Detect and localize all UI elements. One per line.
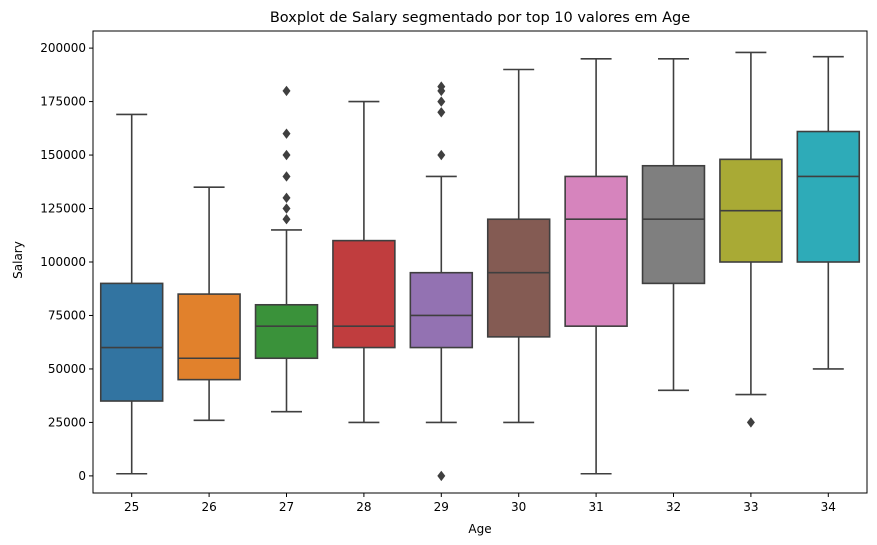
x-tick-label: 28 [356, 500, 371, 514]
box-group-28 [332, 100, 396, 424]
box-group-27 [254, 85, 319, 413]
x-tick-label: 32 [666, 500, 681, 514]
box-25 [99, 282, 164, 402]
box-group-26 [177, 186, 241, 422]
box-29 [409, 271, 474, 349]
x-tick-label: 27 [279, 500, 294, 514]
x-tick-label: 34 [821, 500, 836, 514]
outlier-point [282, 192, 291, 204]
box-group-33 [719, 51, 783, 428]
box-30 [486, 218, 551, 338]
box-group-32 [641, 58, 706, 392]
outlier-point [282, 214, 291, 225]
x-tick-label: 30 [511, 500, 526, 514]
outlier-point [437, 470, 446, 482]
box-32 [641, 164, 706, 285]
outlier-point [437, 107, 446, 118]
y-tick-label: 75000 [48, 308, 86, 322]
y-tick-label: 50000 [48, 362, 86, 376]
outlier-point [282, 128, 291, 139]
y-tick-label: 25000 [48, 415, 86, 429]
plot-area [99, 51, 861, 482]
box-group-29 [409, 81, 474, 482]
box-group-34 [796, 55, 861, 370]
x-tick-label: 26 [201, 500, 216, 514]
outlier-point [282, 171, 291, 182]
outlier-point [282, 149, 291, 161]
outlier-point [437, 81, 446, 92]
x-tick-label: 31 [588, 500, 603, 514]
box-34 [796, 130, 861, 263]
outlier-point [282, 203, 291, 214]
outlier-point [746, 417, 755, 428]
y-tick-label: 200000 [40, 41, 86, 55]
y-axis-label: Salary [11, 241, 25, 279]
outlier-point [437, 96, 446, 107]
x-tick-label: 29 [434, 500, 449, 514]
y-tick-label: 150000 [40, 148, 86, 162]
y-tick-label: 175000 [40, 95, 86, 109]
y-tick-label: 100000 [40, 255, 86, 269]
box-group-31 [564, 58, 628, 475]
outlier-point [282, 85, 291, 97]
chart-title: Boxplot de Salary segmentado por top 10 … [270, 10, 690, 26]
x-tick-label: 33 [743, 500, 758, 514]
box-group-25 [99, 113, 164, 475]
box-group-30 [486, 68, 551, 424]
y-tick-label: 0 [78, 469, 86, 483]
box-31 [564, 175, 628, 327]
box-26 [177, 293, 241, 381]
x-tick-label: 25 [124, 500, 139, 514]
x-axis-label: Age [468, 522, 491, 536]
outlier-point [437, 149, 446, 161]
box-27 [254, 303, 319, 360]
y-tick-label: 125000 [40, 202, 86, 216]
box-28 [332, 239, 396, 349]
